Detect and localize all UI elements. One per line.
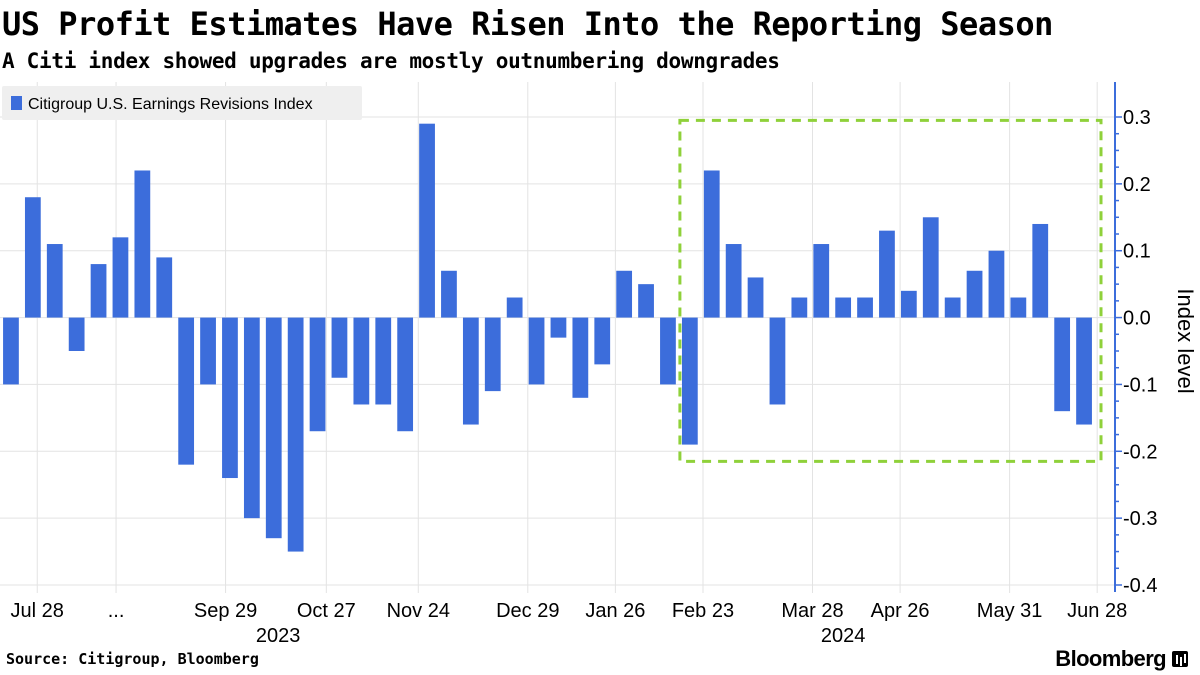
bar	[178, 317, 195, 465]
bar	[462, 317, 479, 425]
bar	[813, 244, 830, 318]
y-tick-label: -0.1	[1123, 374, 1157, 396]
x-tick-label: May 31	[977, 600, 1043, 622]
bar	[1010, 297, 1027, 318]
bar	[484, 317, 501, 392]
bar	[835, 297, 852, 318]
x-tick-label: Dec 29	[496, 600, 559, 622]
x-tick-label: Apr 26	[871, 600, 930, 622]
chart-title: US Profit Estimates Have Risen Into the …	[2, 5, 1053, 43]
legend: Citigroup U.S. Earnings Revisions Index	[2, 86, 362, 120]
x-tick-label: Oct 27	[297, 600, 356, 622]
bar	[200, 317, 216, 385]
bar	[68, 317, 85, 351]
source-note: Source: Citigroup, Bloomberg	[6, 650, 259, 668]
y-tick-label: 0.0	[1123, 308, 1151, 330]
bar	[572, 317, 589, 398]
bar	[353, 317, 370, 405]
bar	[506, 297, 523, 318]
x-tick-label: Feb 23	[672, 600, 734, 622]
bars	[3, 123, 1092, 552]
bar	[725, 244, 742, 318]
bar	[397, 317, 414, 432]
bar	[791, 297, 808, 318]
bar	[1076, 317, 1092, 425]
bar	[265, 317, 282, 539]
bar	[681, 317, 698, 445]
bar	[222, 317, 238, 479]
bar	[594, 317, 611, 365]
bar	[1032, 223, 1049, 318]
bar	[309, 317, 326, 432]
bar	[944, 297, 961, 318]
x-tick-label: Mar 28	[781, 600, 843, 622]
x-tick-label: Jan 26	[585, 600, 645, 622]
bar	[46, 244, 63, 318]
bar	[857, 297, 873, 318]
x-tick-label: Sep 29	[194, 600, 257, 622]
y-axis: 0.3 0.2 0.1 0.0 -0.1 -0.2 -0.3 -0.4	[1114, 82, 1157, 597]
bar	[112, 237, 129, 318]
bar	[966, 270, 983, 318]
y-axis-title: Index level	[1173, 288, 1198, 393]
y-tick-label: 0.1	[1123, 241, 1151, 263]
bar	[287, 317, 304, 552]
bar	[747, 277, 764, 318]
bar	[616, 270, 633, 318]
bar	[90, 264, 107, 318]
bar	[660, 317, 676, 385]
bar	[900, 290, 917, 318]
bar	[528, 317, 545, 385]
bar	[3, 317, 19, 385]
bar	[375, 317, 392, 405]
x-tick-label: ...	[108, 600, 125, 622]
y-tick-label: -0.4	[1123, 575, 1157, 597]
legend-swatch	[11, 96, 22, 110]
legend-background	[2, 86, 362, 120]
brand-logo: Bloomberg	[1055, 646, 1188, 672]
x-tick-label: Jun 28	[1067, 600, 1127, 622]
bar	[879, 230, 895, 318]
legend-label: Citigroup U.S. Earnings Revisions Index	[28, 96, 313, 113]
bar	[331, 317, 348, 378]
bar	[769, 317, 786, 405]
chart-subtitle: A Citi index showed upgrades are mostly …	[2, 49, 780, 73]
x-tick-label: Nov 24	[387, 600, 450, 622]
bar	[988, 250, 1005, 318]
x-axis: Jul 28... Sep 29 Oct 27 Nov 24 Dec 29 Jan 26 F…	[11, 600, 1128, 647]
highlight-box	[678, 118, 1103, 463]
bar	[243, 317, 260, 519]
y-tick-label: 0.2	[1123, 174, 1151, 196]
bar	[638, 284, 654, 318]
bar	[134, 170, 151, 318]
bar	[1054, 317, 1071, 412]
bar	[550, 317, 567, 338]
bar	[441, 270, 457, 318]
y-tick-label: -0.2	[1123, 441, 1157, 463]
bar	[24, 197, 41, 318]
bloomberg-chart-icon	[1172, 651, 1188, 667]
x-tick-label: Jul 28	[11, 600, 64, 622]
bar	[419, 123, 435, 318]
y-tick-label: -0.3	[1123, 508, 1157, 530]
brand-name: Bloomberg	[1055, 646, 1166, 671]
bar	[922, 217, 939, 318]
x-year-label: 2023	[256, 625, 301, 647]
bar	[156, 257, 173, 318]
x-year-label: 2024	[821, 625, 866, 647]
bar	[703, 170, 720, 318]
y-tick-label: 0.3	[1123, 107, 1151, 129]
